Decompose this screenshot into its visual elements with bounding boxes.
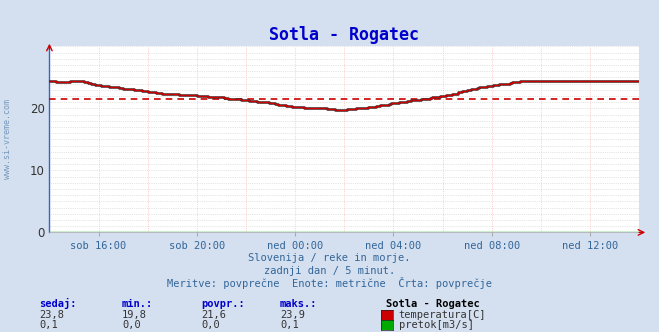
Text: 0,1: 0,1 <box>280 320 299 330</box>
Title: Sotla - Rogatec: Sotla - Rogatec <box>270 26 419 43</box>
Text: Slovenija / reke in morje.: Slovenija / reke in morje. <box>248 253 411 263</box>
Text: 0,1: 0,1 <box>40 320 58 330</box>
Text: 23,9: 23,9 <box>280 310 305 320</box>
Text: Meritve: povprečne  Enote: metrične  Črta: povprečje: Meritve: povprečne Enote: metrične Črta:… <box>167 277 492 289</box>
Text: Sotla - Rogatec: Sotla - Rogatec <box>386 299 479 309</box>
Text: sedaj:: sedaj: <box>40 298 77 309</box>
Text: www.si-vreme.com: www.si-vreme.com <box>3 100 13 179</box>
Text: zadnji dan / 5 minut.: zadnji dan / 5 minut. <box>264 266 395 276</box>
Text: 0,0: 0,0 <box>122 320 140 330</box>
Text: temperatura[C]: temperatura[C] <box>399 310 486 320</box>
Text: min.:: min.: <box>122 299 153 309</box>
Text: 23,8: 23,8 <box>40 310 65 320</box>
Text: 0,0: 0,0 <box>201 320 219 330</box>
Text: povpr.:: povpr.: <box>201 299 244 309</box>
Text: 21,6: 21,6 <box>201 310 226 320</box>
Text: maks.:: maks.: <box>280 299 318 309</box>
Text: pretok[m3/s]: pretok[m3/s] <box>399 320 474 330</box>
Text: 19,8: 19,8 <box>122 310 147 320</box>
